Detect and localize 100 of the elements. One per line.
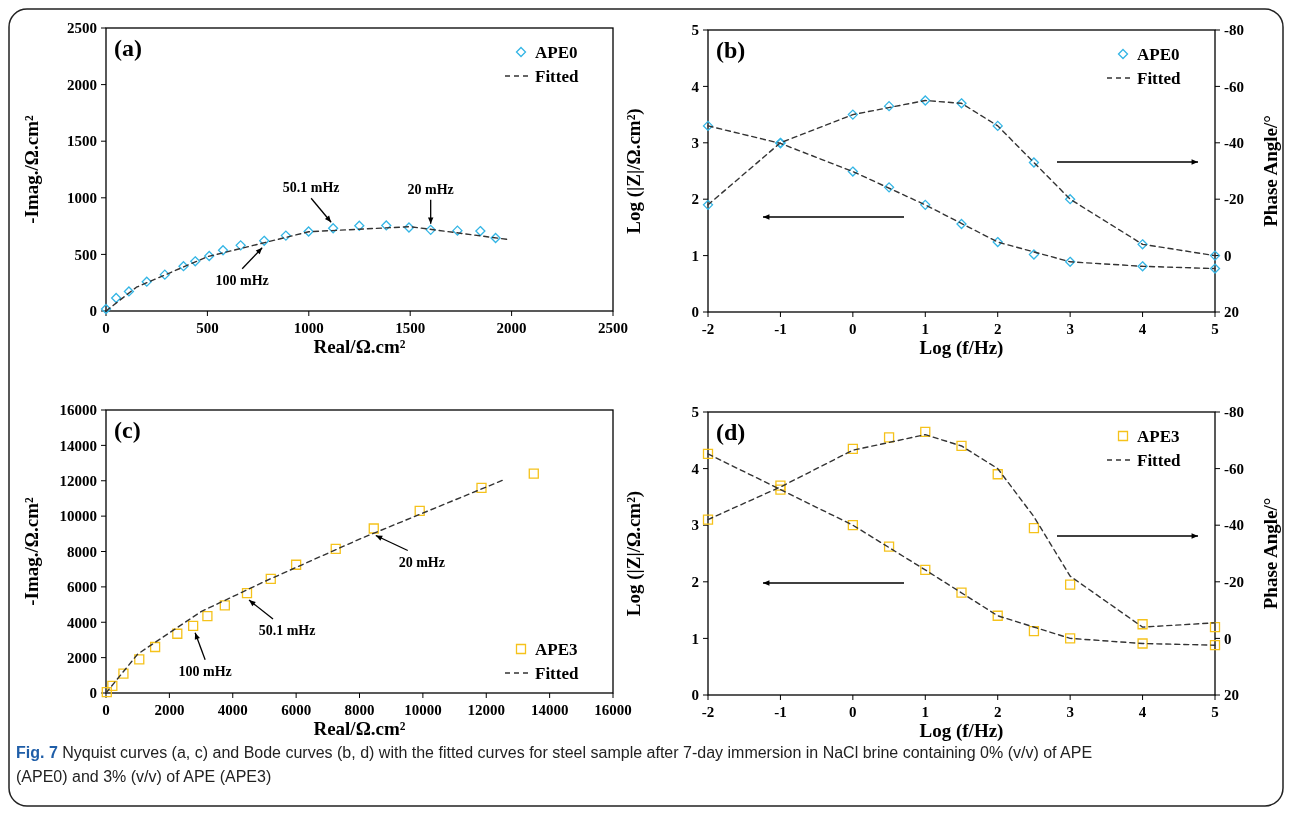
point xyxy=(475,225,486,237)
point xyxy=(992,469,1003,480)
point xyxy=(920,95,931,106)
y-tick-label: 4 xyxy=(691,460,700,477)
point xyxy=(1137,261,1148,272)
point xyxy=(847,520,859,531)
y-tick-label: 1 xyxy=(691,247,699,264)
point xyxy=(1137,239,1148,250)
x-tick-label: 12000 xyxy=(467,702,505,718)
point xyxy=(149,641,161,653)
point xyxy=(920,199,931,210)
annotation: 20 mHz xyxy=(407,181,454,197)
y2-tick-label: -60 xyxy=(1224,460,1244,477)
x-tick-label: 2 xyxy=(993,321,1002,337)
point xyxy=(265,573,276,585)
point xyxy=(178,261,189,272)
point xyxy=(920,564,931,576)
point xyxy=(259,235,270,246)
x-tick-label: 8000 xyxy=(344,702,375,718)
point xyxy=(190,256,201,267)
y-tick-label: 2 xyxy=(691,191,699,208)
y-tick-label: 14000 xyxy=(59,437,97,454)
y-tick-label: 2 xyxy=(691,574,699,591)
x-tick-label: 0 xyxy=(849,321,857,337)
y-tick-label: 16000 xyxy=(59,402,97,419)
x-tick-label: 5 xyxy=(1211,704,1219,720)
chart-title: (a) xyxy=(114,35,142,61)
point xyxy=(847,166,859,177)
annotation: 100 mHz xyxy=(215,272,269,288)
y2-axis-title: Phase Angle/° xyxy=(1260,497,1281,610)
annotation: 100 mHz xyxy=(178,663,232,679)
y2-tick-label: 0 xyxy=(1224,247,1232,264)
point xyxy=(1028,249,1040,260)
point xyxy=(956,98,967,109)
point xyxy=(956,587,967,598)
point xyxy=(1064,194,1076,205)
x-tick-label: 0 xyxy=(849,704,857,720)
point xyxy=(1028,522,1040,534)
x-axis-title: Log (f/Hz) xyxy=(919,720,1004,742)
legend-label: Fitted xyxy=(1137,450,1181,470)
y2-tick-label: 20 xyxy=(1224,304,1239,321)
point xyxy=(775,480,786,491)
point xyxy=(1028,625,1040,637)
point xyxy=(1209,263,1221,274)
point xyxy=(883,541,895,552)
point xyxy=(187,620,199,631)
point xyxy=(403,222,415,233)
y2-tick-label: -60 xyxy=(1224,78,1244,95)
point xyxy=(702,448,714,460)
annotation: 50.1 mHz xyxy=(258,623,316,639)
x-axis-title: Real/Ω.cm² xyxy=(313,718,406,739)
y-tick-label: 3 xyxy=(691,517,699,534)
y-axis-title: -Imag./Ω.cm² xyxy=(21,496,42,606)
point xyxy=(992,610,1003,621)
point xyxy=(702,120,714,132)
x-tick-label: 5 xyxy=(1211,321,1219,337)
x-tick-label: -2 xyxy=(701,704,715,720)
x-tick-label: 1 xyxy=(921,704,930,720)
point xyxy=(1209,640,1221,651)
x-tick-label: 2500 xyxy=(598,320,628,336)
point xyxy=(134,654,145,665)
y-tick-label: 2000 xyxy=(67,649,97,666)
point xyxy=(414,505,425,516)
x-tick-label: -2 xyxy=(701,321,715,337)
point xyxy=(1028,157,1040,168)
point xyxy=(110,292,122,304)
x-tick-label: 6000 xyxy=(281,702,312,718)
y2-tick-label: -80 xyxy=(1224,404,1244,421)
y-tick-label: 0 xyxy=(691,304,699,321)
point xyxy=(956,218,967,230)
y-axis-title: -Imag./Ω.cm² xyxy=(21,114,42,224)
annotation: 20 mHz xyxy=(398,554,445,570)
y2-tick-label: 20 xyxy=(1224,687,1239,704)
y2-tick-label: -40 xyxy=(1224,135,1244,152)
point xyxy=(452,225,463,236)
point xyxy=(202,610,213,622)
y-tick-label: 1500 xyxy=(67,133,97,150)
y-tick-label: 4 xyxy=(691,78,700,95)
x-tick-label: 3 xyxy=(1066,704,1074,720)
point xyxy=(702,514,714,525)
y-tick-label: 0 xyxy=(691,687,699,704)
y-tick-label: 10000 xyxy=(59,508,97,525)
x-tick-label: 1000 xyxy=(293,320,324,336)
point xyxy=(992,236,1003,248)
x-tick-label: 0 xyxy=(102,320,110,336)
point xyxy=(327,223,339,234)
x-tick-label: 2000 xyxy=(496,320,527,336)
point xyxy=(528,468,539,479)
x-tick-label: 14000 xyxy=(530,702,569,718)
x-tick-label: 500 xyxy=(196,320,219,336)
y-tick-label: 1000 xyxy=(67,190,97,207)
y-tick-label: 1 xyxy=(691,630,699,647)
point xyxy=(118,668,129,679)
y2-tick-label: 0 xyxy=(1224,630,1232,647)
x-tick-label: 0 xyxy=(102,702,110,718)
y2-axis-title: Phase Angle/° xyxy=(1260,115,1281,227)
y-tick-label: 6000 xyxy=(67,579,97,596)
point xyxy=(847,443,859,454)
point xyxy=(241,587,253,599)
x-tick-label: 2000 xyxy=(154,702,185,718)
